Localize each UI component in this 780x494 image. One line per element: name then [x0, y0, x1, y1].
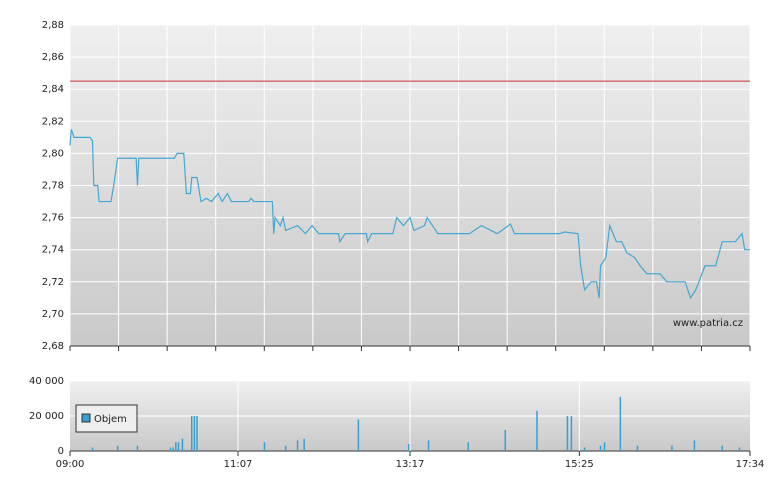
y-tick-label: 2,88 — [42, 20, 64, 31]
x-tick-label: 09:00 — [56, 459, 85, 470]
volume-bar — [504, 430, 507, 451]
volume-bar — [136, 445, 139, 451]
y-tick-label: 0 — [58, 446, 64, 457]
volume-bar — [738, 447, 741, 451]
y-tick-label: 2,76 — [42, 213, 64, 224]
volume-bar — [175, 442, 177, 451]
volume-bar — [193, 416, 196, 451]
price-line — [69, 129, 750, 300]
volume-bar — [570, 416, 573, 451]
volume-bar — [721, 445, 723, 451]
volume-bar — [177, 442, 180, 451]
volume-bar — [603, 442, 606, 451]
y-tick-label: 2,70 — [42, 309, 64, 320]
volume-bar — [583, 447, 586, 451]
volume-bar — [296, 440, 299, 451]
y-tick-label: 2,68 — [42, 341, 64, 352]
volume-bar — [636, 445, 639, 451]
volume-bar — [427, 440, 430, 451]
legend-label: Objem — [94, 414, 127, 425]
volume-bar — [172, 447, 174, 451]
volume-bar — [467, 442, 469, 451]
y-tick-label: 2,84 — [42, 84, 64, 95]
y-tick-label: 2,86 — [42, 52, 64, 63]
y-tick-label: 2,74 — [42, 245, 64, 256]
x-tick-label: 13:17 — [396, 459, 425, 470]
volume-bar — [536, 410, 538, 451]
volume-bar — [91, 447, 94, 451]
volume-bar — [284, 445, 287, 451]
volume-bar — [671, 445, 673, 451]
volume-bar — [566, 416, 569, 451]
y-tick-label: 20 000 — [29, 411, 64, 422]
y-tick-label: 2,78 — [42, 181, 64, 192]
volume-bar — [357, 419, 360, 451]
y-tick-label: 40 000 — [29, 376, 64, 387]
volume-bar — [693, 440, 696, 451]
legend-swatch — [81, 413, 91, 423]
volume-bar — [196, 416, 198, 451]
annotation: www.patria.cz — [673, 318, 743, 329]
volume-bar — [181, 438, 184, 451]
y-tick-label: 2,80 — [42, 148, 64, 159]
volume-bar — [263, 442, 266, 451]
volume-bar — [619, 396, 622, 451]
volume-bar — [407, 444, 410, 451]
x-tick-label: 15:25 — [565, 459, 594, 470]
volume-bar — [169, 447, 172, 451]
volume-bar — [190, 416, 193, 451]
volume-bar — [116, 445, 119, 451]
volume-bar — [303, 438, 305, 451]
x-tick-label: 11:07 — [224, 459, 253, 470]
y-tick-label: 2,82 — [42, 116, 64, 127]
volume-bar — [599, 445, 602, 451]
y-tick-label: 2,72 — [42, 277, 64, 288]
x-tick-label: 17:34 — [736, 459, 765, 470]
